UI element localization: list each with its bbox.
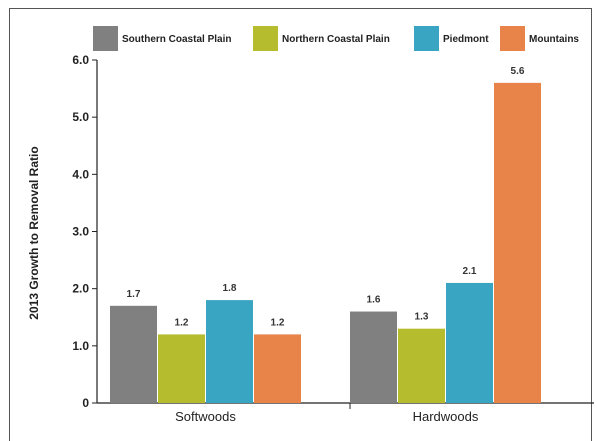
- y-tick-label: 6.0: [72, 53, 89, 67]
- bar-softwoods-northern-coastal-plain: [158, 334, 205, 403]
- legend-label: Northern Coastal Plain: [282, 34, 390, 45]
- y-axis-label: 2013 Growth to Removal Ratio: [27, 146, 41, 319]
- y-tick-label: 0: [82, 396, 89, 410]
- bar-hardwoods-piedmont: [446, 282, 493, 403]
- bar-hardwoods-northern-coastal-plain: [398, 328, 445, 403]
- data-label: 1.7: [127, 289, 141, 300]
- y-tick-label: 2.0: [72, 282, 89, 296]
- legend-swatch: [93, 26, 118, 51]
- x-category-label: Softwoods: [175, 409, 236, 424]
- data-label: 1.3: [415, 312, 429, 323]
- y-tick-label: 3.0: [72, 225, 89, 239]
- legend-swatch: [414, 26, 439, 51]
- data-label: 1.2: [175, 317, 189, 328]
- legend-swatch: [253, 26, 278, 51]
- legend: Southern Coastal Plain Northern Coastal P…: [93, 26, 579, 51]
- y-axis: 0 1.0 2.0 3.0 4.0 5.0 6.0: [72, 53, 98, 410]
- x-axis: Softwoods Hardwoods: [97, 402, 594, 424]
- legend-swatch: [500, 26, 525, 51]
- chart-frame: [9, 8, 592, 441]
- legend-label: Piedmont: [443, 34, 489, 45]
- data-label: 1.8: [223, 283, 237, 294]
- x-category-label: Hardwoods: [413, 409, 479, 424]
- data-labels: 1.7 1.2 1.8 1.2 1.6 1.3 2.1 5.6: [127, 66, 525, 329]
- data-label: 2.1: [463, 266, 477, 277]
- data-label: 1.6: [367, 295, 381, 306]
- y-tick-label: 1.0: [72, 339, 89, 353]
- y-tick-label: 4.0: [72, 167, 89, 181]
- y-tick-label: 5.0: [72, 110, 89, 124]
- bar-hardwoods-southern-coastal-plain: [350, 311, 397, 403]
- data-label: 1.2: [271, 317, 285, 328]
- legend-label: Southern Coastal Plain: [122, 34, 231, 45]
- bar-softwoods-mountains: [254, 334, 301, 403]
- bar-hardwoods-mountains: [494, 82, 541, 403]
- bars: [110, 82, 541, 403]
- bar-softwoods-southern-coastal-plain: [110, 305, 157, 403]
- legend-label: Mountains: [529, 34, 579, 45]
- bar-softwoods-piedmont: [206, 300, 253, 403]
- data-label: 5.6: [511, 66, 525, 77]
